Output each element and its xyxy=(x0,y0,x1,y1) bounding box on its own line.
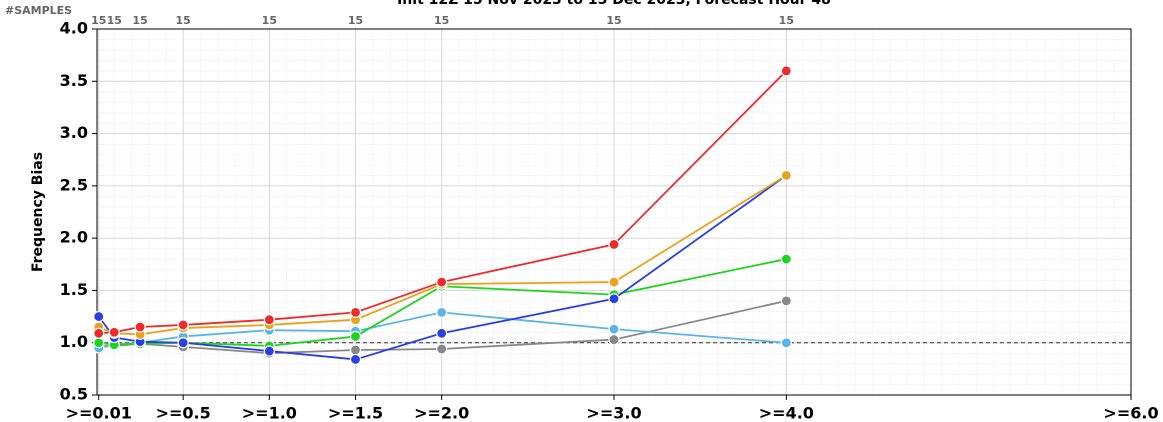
y-tick-label: 3.0 xyxy=(60,123,88,142)
series-point xyxy=(177,319,189,331)
series-point xyxy=(780,65,792,77)
x-tick-label: >=4.0 xyxy=(759,404,814,422)
series-point xyxy=(436,276,448,288)
samples-label: #SAMPLES xyxy=(5,4,72,17)
series-point xyxy=(780,253,792,265)
series-point xyxy=(608,293,620,305)
chart-title: Init 12Z 15 Nov 2023 to 15 Dec 2023, For… xyxy=(397,0,831,8)
x-tick-label: >=0.5 xyxy=(156,404,211,422)
y-tick-label: 1.5 xyxy=(60,280,88,299)
sample-count: 15 xyxy=(132,14,147,27)
sample-count: 15 xyxy=(434,14,449,27)
sample-count: 15 xyxy=(262,14,277,27)
series-point xyxy=(263,345,275,357)
series-point xyxy=(134,321,146,333)
series-point xyxy=(349,353,362,366)
series-point xyxy=(780,169,792,181)
series-point xyxy=(93,327,105,339)
y-tick-label: 4.0 xyxy=(60,19,88,38)
sample-count: 15 xyxy=(91,14,106,27)
series-point xyxy=(608,323,620,335)
series-point xyxy=(608,276,620,288)
y-tick-label: 0.5 xyxy=(60,385,88,404)
x-tick-label: >=1.5 xyxy=(328,404,383,422)
series-point xyxy=(436,306,448,318)
sample-count: 15 xyxy=(176,14,191,27)
y-tick-label: 3.5 xyxy=(60,71,88,90)
series-point xyxy=(349,330,362,343)
series-point xyxy=(436,343,448,355)
series-point xyxy=(349,344,362,356)
series-point xyxy=(780,337,792,349)
series-point xyxy=(177,337,189,349)
y-tick-label: 2.5 xyxy=(60,175,88,194)
x-tick-label: >=2.0 xyxy=(414,404,469,422)
y-tick-label: 2.0 xyxy=(60,228,88,247)
series-point xyxy=(349,306,362,318)
x-tick-label: >=0.01 xyxy=(66,404,132,422)
series-point xyxy=(780,295,792,307)
series-point xyxy=(108,326,120,338)
x-tick-label: >=3.0 xyxy=(586,404,641,422)
series-point xyxy=(93,310,105,323)
sample-count: 15 xyxy=(606,14,621,27)
x-tick-label: >=1.0 xyxy=(242,404,297,422)
sample-count: 15 xyxy=(107,14,122,27)
plot-frame xyxy=(96,28,1132,396)
sample-count: 15 xyxy=(348,14,363,27)
sample-count: 15 xyxy=(779,14,794,27)
series-point xyxy=(608,238,620,251)
series-point xyxy=(436,327,448,339)
series-point xyxy=(608,333,620,346)
series-point xyxy=(263,314,275,326)
series-point xyxy=(93,337,105,349)
x-tick-label: >=6.0 xyxy=(1103,404,1158,422)
y-tick-label: 1.0 xyxy=(60,332,88,351)
y-axis-label: Frequency Bias xyxy=(30,152,46,272)
